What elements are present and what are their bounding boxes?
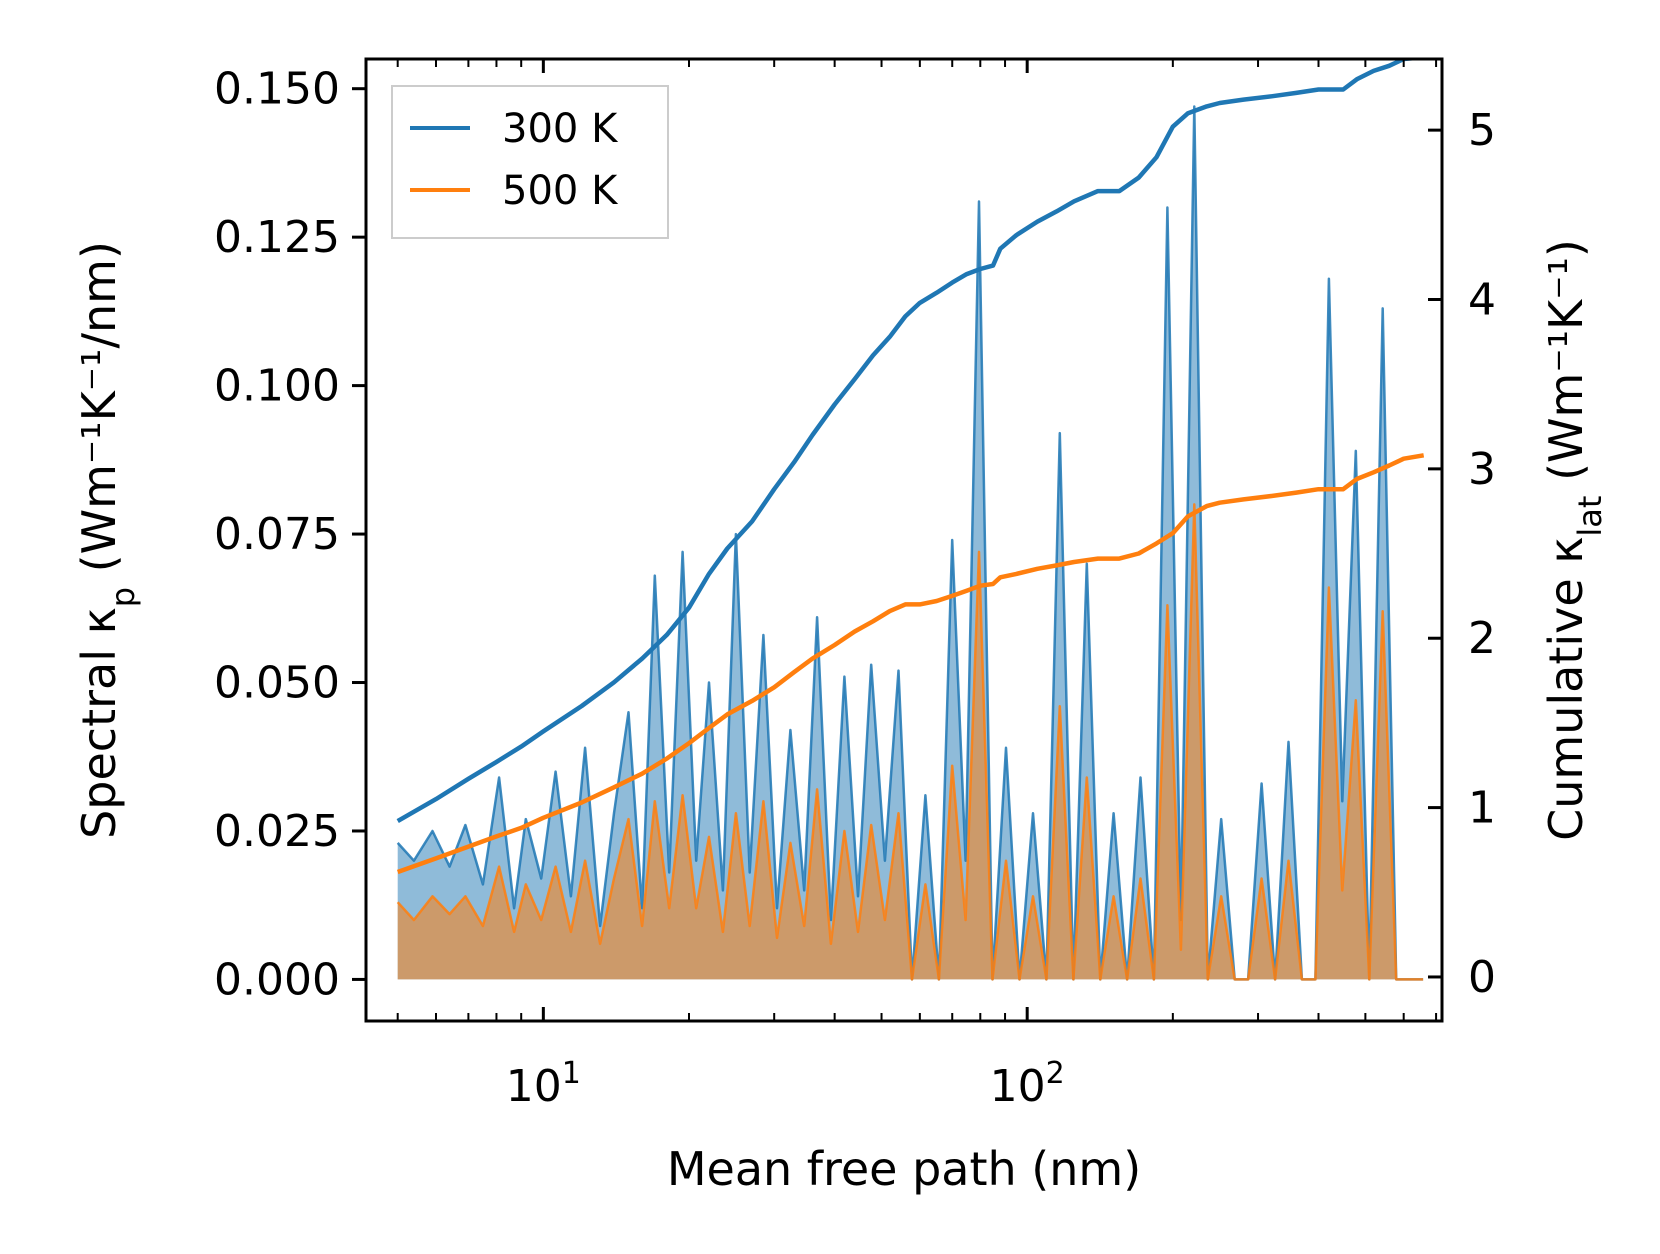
legend-label-500k: 500 K [502,168,619,214]
spectral-line-300k [396,105,1424,981]
left-y-tick-label: 0.100 [214,361,340,412]
left-axis-title-sub: p [104,587,142,607]
legend-label-300k: 300 K [502,106,619,152]
left-y-tick-label: 0.075 [214,509,340,560]
series-line-layer [396,59,1425,875]
spectral-fill-layer [396,105,1424,981]
x-tick-label-exponent: 2 [1046,1056,1065,1091]
spectral-area-500k [397,504,1424,980]
x-axis-title: Mean free path (nm) [667,1142,1141,1196]
right-y-tick-label: 4 [1468,275,1496,326]
right-y-tick-label: 2 [1468,613,1496,664]
plot-frame [364,57,1444,1023]
left-y-tick-label: 0.025 [214,806,340,857]
x-tick-label-exponent: 1 [562,1056,581,1091]
left-y-tick-label: 0.150 [214,64,340,115]
x-tick-label: 102 [990,1056,1065,1112]
right-axis-title-sub: lat [1571,496,1609,537]
cumulative-line-300k [396,59,1424,824]
x-tick-label-base: 10 [506,1061,562,1112]
legend: 300 K 500 K [391,85,669,239]
right-y-tick-label: 0 [1468,952,1496,1003]
right-axis-title-prefix: Cumulative κ [1539,537,1593,841]
tick-layer: 0.000 0.025 0.050 0.075 0.100 0.125 0.150 0 1 2 3 4… [214,59,1496,1112]
left-axis-title-prefix: Spectral κ [72,607,126,839]
x-tick-label: 101 [506,1056,581,1112]
left-axis-title-units: (Wm⁻¹K⁻¹/nm) [72,241,126,587]
right-y-tick-label: 1 [1468,783,1496,834]
left-y-tick-label: 0.000 [214,954,340,1005]
right-axis-title-units: (Wm⁻¹K⁻¹) [1539,239,1593,495]
right-y-tick-label: 5 [1468,105,1496,156]
left-y-tick-label: 0.050 [214,658,340,709]
right-axis-title: Cumulative κlat (Wm⁻¹K⁻¹) [1539,239,1609,841]
cumulative-line-500k [396,453,1425,875]
left-y-tick-label: 0.125 [214,212,340,263]
x-tick-label-base: 10 [990,1061,1046,1112]
spectral-line-500k [396,503,1424,981]
legend-frame [391,85,669,239]
left-axis-title: Spectral κp (Wm⁻¹K⁻¹/nm) [72,241,142,839]
right-y-tick-label: 3 [1468,444,1496,495]
